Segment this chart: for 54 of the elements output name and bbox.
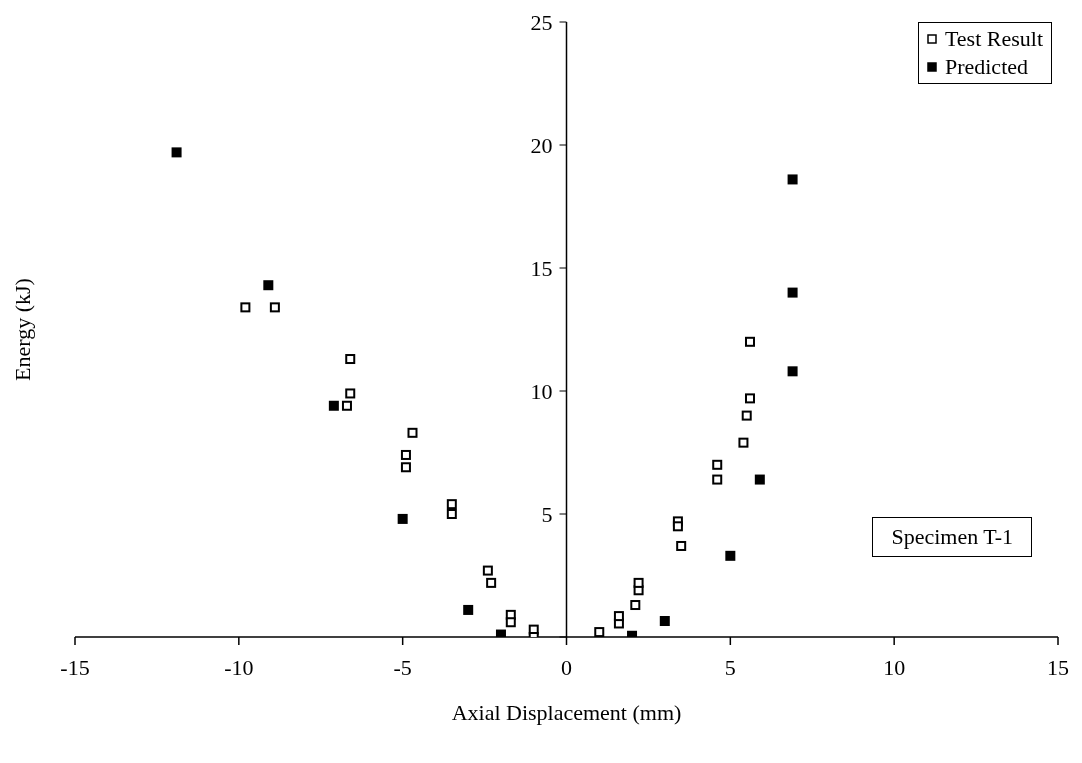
point	[744, 336, 755, 347]
point	[328, 400, 339, 411]
y-tick-label: 25	[530, 9, 553, 35]
x-tick-label: 5	[724, 654, 736, 680]
legend-label: Test Result	[944, 25, 1043, 53]
point	[263, 280, 274, 291]
point	[407, 427, 418, 438]
point	[171, 147, 182, 158]
y-tick-label: 5	[541, 501, 553, 527]
point	[463, 604, 474, 615]
x-tick-label: -5	[393, 654, 412, 680]
point	[482, 565, 493, 576]
y-tick-label: 15	[530, 255, 553, 281]
annotation: Specimen T-1	[872, 517, 1032, 557]
point	[659, 616, 670, 627]
point	[400, 449, 411, 460]
point	[712, 474, 723, 485]
point	[744, 393, 755, 404]
point	[345, 388, 356, 399]
point	[345, 354, 356, 365]
point	[672, 521, 683, 532]
point	[741, 410, 752, 421]
legend-label: Predicted	[944, 53, 1029, 81]
point	[269, 302, 280, 313]
point	[787, 174, 798, 185]
point	[486, 577, 497, 588]
x-tick-label: 15	[1047, 654, 1069, 680]
point	[495, 629, 506, 637]
x-tick-label: -10	[224, 654, 254, 680]
point	[397, 513, 408, 524]
point	[738, 437, 749, 448]
point	[446, 499, 457, 510]
point	[712, 459, 723, 470]
point	[787, 366, 798, 377]
x-tick-label: 0	[561, 654, 572, 680]
point	[754, 474, 765, 485]
point	[676, 540, 687, 551]
point	[594, 627, 605, 637]
x-tick-label: 10	[883, 654, 906, 680]
point	[446, 509, 457, 519]
x-axis-title: Axial Displacement (mm)	[451, 700, 682, 725]
point	[240, 302, 251, 313]
point	[787, 287, 798, 298]
point	[613, 611, 624, 622]
point	[400, 462, 411, 473]
point	[505, 617, 516, 628]
point	[341, 400, 352, 411]
point	[633, 577, 644, 588]
y-tick-label: 20	[530, 132, 553, 158]
y-axis-title: Energy (kJ)	[9, 278, 35, 381]
y-tick-label: 10	[530, 378, 553, 404]
x-tick-label: -15	[60, 654, 90, 680]
point	[725, 550, 736, 561]
point	[630, 600, 641, 611]
